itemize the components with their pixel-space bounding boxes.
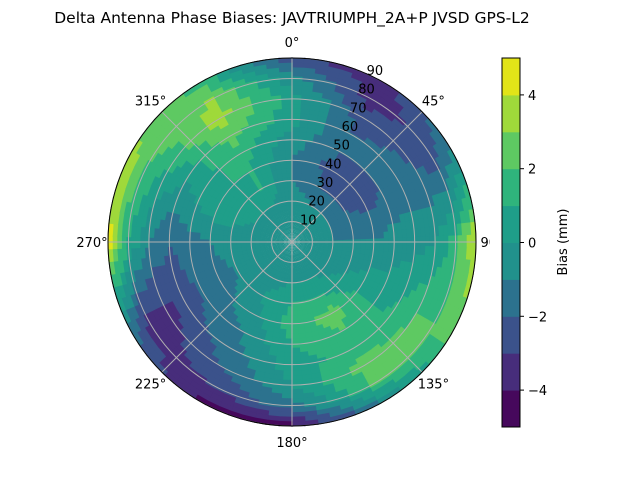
contour-cell <box>286 163 292 168</box>
theta-tick-label: 225° <box>135 377 166 392</box>
colorbar-band <box>502 279 520 316</box>
r-tick-label: 30 <box>317 176 334 191</box>
colorbar-band <box>502 316 520 353</box>
colorbar-tick-label: 0 <box>528 237 536 252</box>
theta-tick-label: 135° <box>418 377 449 392</box>
polar-grid <box>108 58 476 426</box>
contour-cell <box>292 311 298 316</box>
chart-title: Delta Antenna Phase Biases: JAVTRIUMPH_2… <box>54 9 530 28</box>
contour-cell <box>286 168 292 173</box>
theta-tick-label: 270° <box>76 236 107 251</box>
colorbar-band <box>502 132 520 169</box>
contour-cell <box>286 159 293 164</box>
colorbar-band <box>502 95 520 132</box>
r-tick-label: 90 <box>367 64 384 79</box>
theta-tick-label: 0° <box>285 36 300 51</box>
colorbar-tick-label: −2 <box>528 310 547 325</box>
theta-tick-label: 315° <box>135 95 166 110</box>
r-tick-label: 40 <box>325 157 342 172</box>
colorbar-tick-label: −4 <box>528 384 547 399</box>
colorbar-band <box>502 169 520 206</box>
contour-cell <box>292 315 298 320</box>
theta-tick-label: 180° <box>276 436 307 451</box>
colorbar: 4 2 0 −2 −4 <box>490 50 547 435</box>
r-tick-label: 20 <box>308 195 325 210</box>
colorbar-band <box>502 353 520 390</box>
r-tick-label: 10 <box>300 213 317 228</box>
colorbar-band <box>502 390 520 427</box>
colorbar-tick-label: 2 <box>528 163 536 178</box>
r-tick-label: 80 <box>358 83 375 98</box>
colorbar-band <box>502 58 520 95</box>
r-tick-label: 70 <box>350 101 367 116</box>
colorbar-band <box>502 243 520 280</box>
colorbar-label: Bias (mm) <box>556 209 571 276</box>
contour-cell <box>292 320 299 325</box>
colorbar-band <box>502 206 520 243</box>
theta-tick-label: 45° <box>422 95 445 110</box>
colorbar-tick-label: 4 <box>528 89 536 104</box>
r-tick-label: 60 <box>342 120 359 135</box>
r-tick-label: 50 <box>333 139 350 154</box>
